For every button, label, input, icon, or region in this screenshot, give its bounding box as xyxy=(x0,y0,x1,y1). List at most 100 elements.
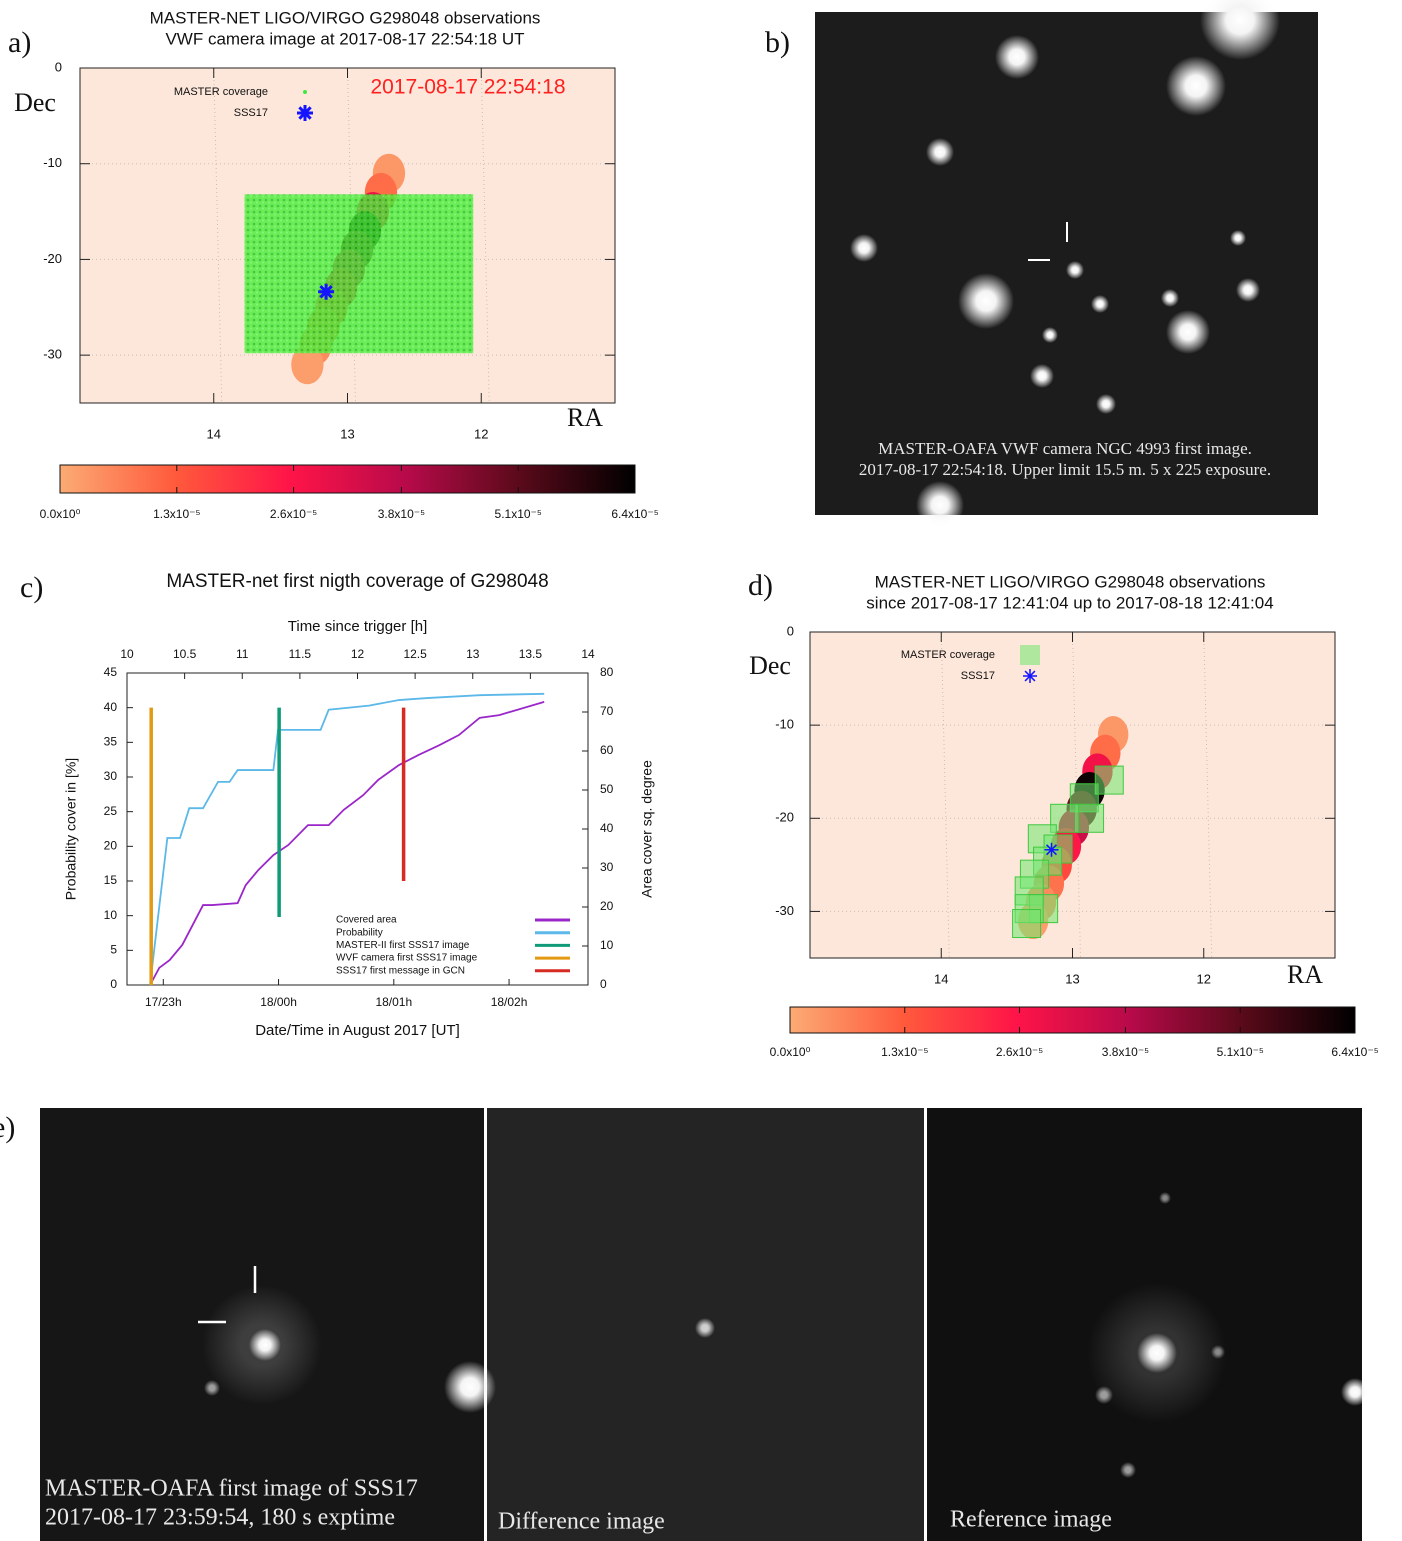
chart-title: since 2017-08-17 12:41:04 up to 2017-08-… xyxy=(866,593,1273,612)
panel-label: e) xyxy=(0,1111,15,1144)
star xyxy=(1230,230,1246,246)
panel-label: d) xyxy=(748,569,773,602)
legend-label: Probability xyxy=(336,927,383,938)
x-tick-label: 13 xyxy=(1065,971,1079,986)
y2-tick-label: 50 xyxy=(600,782,614,796)
x2-tick-label: 10.5 xyxy=(173,647,197,661)
star xyxy=(1042,327,1058,343)
x2-axis-label: Time since trigger [h] xyxy=(288,618,428,635)
legend-label: WVF camera first SSS17 image xyxy=(336,953,478,964)
star xyxy=(204,1380,220,1396)
y-axis-label: Dec xyxy=(14,88,56,117)
colorbar-tick-label: 0.0x10⁰ xyxy=(770,1045,811,1059)
coverage-field xyxy=(1075,803,1105,833)
x2-tick-label: 12.5 xyxy=(403,647,427,661)
star xyxy=(926,138,954,166)
star xyxy=(958,273,1014,329)
star xyxy=(1120,1462,1136,1478)
image-caption: 2017-08-17 23:59:54, 180 s exptime xyxy=(45,1505,395,1531)
x-tick-label: 17/23h xyxy=(145,995,182,1009)
x-axis-label: RA xyxy=(567,403,603,432)
sss17-marker xyxy=(1044,842,1059,857)
sss17-marker xyxy=(1023,669,1037,683)
x2-tick-label: 11.5 xyxy=(289,647,312,661)
panel-label: a) xyxy=(8,26,31,59)
star xyxy=(1200,0,1280,60)
sky-image-b: MASTER-OAFA VWF camera NGC 4993 first im… xyxy=(815,0,1318,529)
y2-tick-label: 20 xyxy=(600,899,614,913)
star xyxy=(1159,1192,1171,1204)
y-tick-label: 0 xyxy=(787,623,794,638)
y-axis-label: Dec xyxy=(749,651,791,680)
image-caption: 2017-08-17 22:54:18. Upper limit 15.5 m.… xyxy=(859,460,1271,479)
y2-axis-label: Area cover sq. degree xyxy=(639,760,655,898)
legend-label: MASTER coverage xyxy=(174,86,268,98)
star xyxy=(1161,289,1179,307)
x-tick-label: 12 xyxy=(1197,971,1211,986)
y-tick-label: 10 xyxy=(104,908,118,922)
sky-images-e: MASTER-OAFA first image of SSS17 2017-08… xyxy=(40,1108,1369,1541)
star xyxy=(1166,56,1226,116)
marker-stroke xyxy=(1046,844,1057,856)
plot-frame xyxy=(126,672,589,986)
colorbar-tick-label: 5.1x10⁻⁵ xyxy=(1217,1045,1264,1059)
colorbar-tick-label: 5.1x10⁻⁵ xyxy=(495,507,542,521)
marker-stroke xyxy=(319,285,333,299)
sss17-marker xyxy=(318,283,335,300)
star xyxy=(1095,1386,1113,1404)
legend-label: SSS17 first message in GCN xyxy=(336,965,465,976)
colorbar xyxy=(59,464,636,494)
x-tick-label: 12 xyxy=(474,426,488,441)
legend-label: Covered area xyxy=(336,915,397,926)
y2-tick-label: 80 xyxy=(600,665,614,679)
colorbar-tick-label: 6.4x10⁻⁵ xyxy=(1331,1045,1378,1059)
y-tick-label: -30 xyxy=(775,903,794,918)
x-tick-label: 14 xyxy=(207,426,221,441)
plot-frame xyxy=(809,631,1336,959)
x-tick-label: 18/00h xyxy=(260,995,297,1009)
y-axis-label: Probability cover in [%] xyxy=(63,758,79,900)
y-tick-label: 30 xyxy=(104,769,118,783)
x2-tick-label: 11 xyxy=(236,647,249,661)
colorbar xyxy=(789,1006,1356,1034)
star xyxy=(916,481,964,529)
legend-label: MASTER coverage xyxy=(901,649,995,661)
y2-tick-label: 70 xyxy=(600,704,614,718)
y-tick-label: 45 xyxy=(104,665,118,679)
legend-swatch xyxy=(303,90,307,94)
x2-tick-label: 13 xyxy=(466,647,480,661)
colorbar-tick-label: 1.3x10⁻⁵ xyxy=(881,1045,928,1059)
colorbar-tick-label: 2.6x10⁻⁵ xyxy=(996,1045,1043,1059)
star xyxy=(249,1329,281,1361)
x2-tick-label: 14 xyxy=(581,647,595,661)
x-tick-label: 18/01h xyxy=(375,995,412,1009)
star xyxy=(1166,310,1210,354)
star xyxy=(1137,1333,1177,1373)
marker-stroke xyxy=(298,106,312,120)
annotation: 2017-08-17 22:54:18 xyxy=(371,76,566,99)
chart-title: MASTER-NET LIGO/VIRGO G298048 observatio… xyxy=(875,572,1266,591)
x-tick-label: 14 xyxy=(934,971,948,986)
colorbar-tick-label: 3.8x10⁻⁵ xyxy=(378,507,425,521)
x-axis-label: Date/Time in August 2017 [UT] xyxy=(255,1022,460,1039)
coverage-field xyxy=(1012,909,1042,939)
y-tick-label: 15 xyxy=(104,873,118,887)
x-axis-label: RA xyxy=(1287,960,1323,989)
y2-tick-label: 10 xyxy=(600,938,614,952)
star xyxy=(695,1318,715,1338)
plot-frame xyxy=(79,67,616,404)
x2-tick-label: 12 xyxy=(351,647,365,661)
star xyxy=(1066,261,1084,279)
y2-tick-label: 30 xyxy=(600,860,614,874)
y-tick-label: -20 xyxy=(775,810,794,825)
y-tick-label: 0 xyxy=(55,59,62,74)
star xyxy=(1211,1345,1225,1359)
star xyxy=(444,1361,496,1413)
x2-tick-label: 13.5 xyxy=(519,647,543,661)
y-tick-label: 5 xyxy=(110,943,117,957)
sss17-marker xyxy=(297,105,313,121)
image-caption: MASTER-OAFA first image of SSS17 xyxy=(45,1476,418,1502)
star xyxy=(995,35,1039,79)
